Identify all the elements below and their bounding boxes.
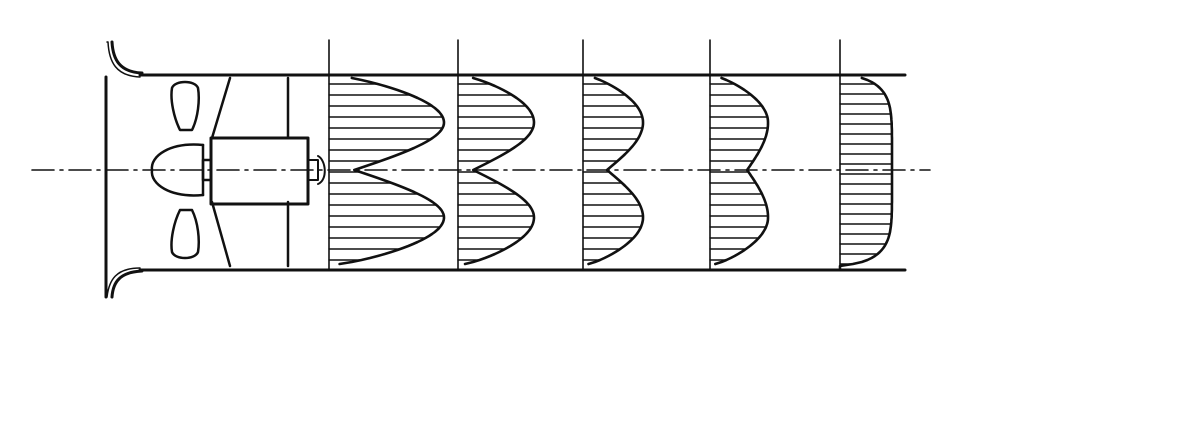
velocity-profile-3 xyxy=(582,74,645,271)
profile-outline xyxy=(338,76,446,266)
profile-outline xyxy=(587,76,645,266)
profile-outline xyxy=(463,76,536,266)
inlet-bellmouth xyxy=(104,40,144,299)
profile-outline xyxy=(838,76,894,270)
motor-housing xyxy=(209,136,326,206)
guide-vane-lines xyxy=(210,76,290,268)
velocity-profile-4 xyxy=(709,74,770,271)
station-markers xyxy=(328,39,841,76)
velocity-profile-5 xyxy=(838,74,894,271)
velocity-profile-1 xyxy=(328,74,446,271)
velocity-profile-2 xyxy=(457,74,536,271)
profile-outline xyxy=(714,76,770,266)
